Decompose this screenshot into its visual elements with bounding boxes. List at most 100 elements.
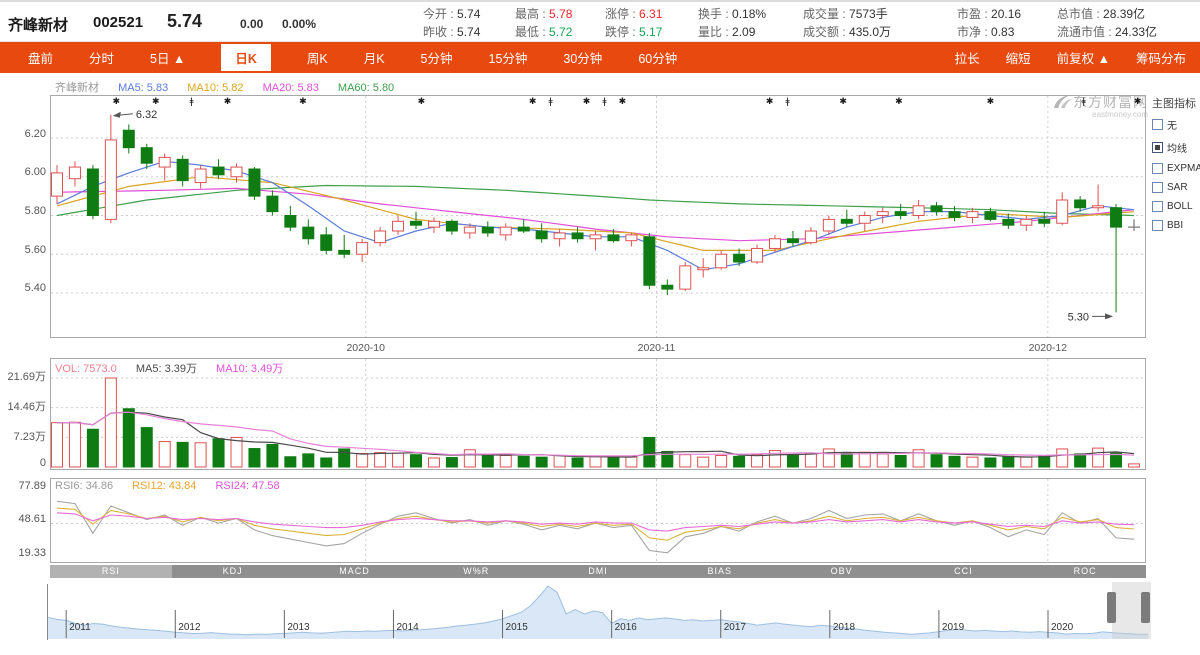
price-axis-tick: 5.60 bbox=[2, 244, 46, 256]
checkbox-icon[interactable] bbox=[1152, 163, 1163, 174]
sidebar-option-boll[interactable]: BOLL bbox=[1152, 201, 1198, 212]
svg-text:2012: 2012 bbox=[178, 622, 201, 633]
indicator-tabbar: RSI KDJ MACD W%R DMI BIAS OBV CCI ROC bbox=[50, 565, 1146, 578]
volume-axis-tick: 14.46万 bbox=[2, 398, 46, 414]
tab-daily-k[interactable]: 日K bbox=[221, 44, 271, 71]
navigator-right-handle[interactable] bbox=[1141, 592, 1150, 623]
stat-label: 市盈 bbox=[957, 7, 991, 21]
svg-text:2020-11: 2020-11 bbox=[638, 342, 676, 354]
stat-label: 总市值 bbox=[1057, 7, 1103, 21]
sidebar-option-label: EXPMA bbox=[1167, 163, 1200, 174]
volume-axis-tick: 0 bbox=[2, 457, 46, 469]
checkbox-icon[interactable] bbox=[1152, 182, 1163, 193]
rsi-legend: RSI6: 34.86 RSI12: 43.84 RSI24: 47.58 bbox=[55, 480, 296, 492]
stretch-button[interactable]: 拉长 bbox=[955, 48, 980, 67]
checkbox-checked-icon[interactable] bbox=[1152, 142, 1163, 153]
stat-value: 6.31 bbox=[639, 7, 662, 21]
sidebar-option-label: 无 bbox=[1167, 117, 1177, 132]
stat-col-limit: 涨停6.31 跌停5.17 bbox=[605, 5, 662, 41]
tab-roc[interactable]: ROC bbox=[1024, 565, 1146, 578]
main-chart-legend: 齐峰新材 MA5: 5.83 MA10: 5.82 MA20: 5.83 MA6… bbox=[55, 79, 410, 95]
stat-label: 换手 bbox=[698, 7, 732, 21]
sidebar-option-expma[interactable]: EXPMA bbox=[1152, 163, 1198, 174]
navigator-left-edge bbox=[47, 584, 48, 640]
tab-rsi[interactable]: RSI bbox=[50, 565, 172, 578]
sidebar-option-label: BBI bbox=[1167, 220, 1183, 231]
checkbox-icon[interactable] bbox=[1152, 220, 1163, 231]
sidebar-option-ma[interactable]: 均线 bbox=[1152, 140, 1198, 155]
tab-monthly-k[interactable]: 月K bbox=[364, 48, 385, 67]
sidebar-option-label: 均线 bbox=[1167, 140, 1187, 155]
chip-distribution-button[interactable]: 筹码分布 bbox=[1136, 48, 1186, 67]
sidebar-option-none[interactable]: 无 bbox=[1152, 117, 1198, 132]
tab-macd[interactable]: MACD bbox=[294, 565, 416, 578]
period-toolbar: 盘前 分时 5日 ▲ 日K 周K 月K 5分钟 15分钟 30分钟 60分钟 拉… bbox=[0, 42, 1200, 73]
stock-name: 齐峰新材 bbox=[8, 14, 68, 35]
adjust-mode-button[interactable]: 前复权 ▲ bbox=[1057, 48, 1110, 67]
stat-col-marketcap: 总市值28.39亿 流通市值24.33亿 bbox=[1057, 5, 1157, 41]
stat-value: 28.39亿 bbox=[1103, 7, 1145, 21]
svg-text:2017: 2017 bbox=[724, 622, 747, 633]
stat-label: 成交额 bbox=[803, 25, 849, 39]
tab-bias[interactable]: BIAS bbox=[659, 565, 781, 578]
navigator-left-handle[interactable] bbox=[1107, 592, 1116, 623]
chart-tools: 拉长 缩短 前复权 ▲ 筹码分布 bbox=[955, 48, 1200, 67]
stock-chart-app: 齐峰新材 002521 5.74 0.00 0.00% 今开5.74 昨收5.7… bbox=[0, 0, 1200, 655]
legend-rsi12: RSI12: 43.84 bbox=[132, 480, 196, 492]
stat-value: 5.72 bbox=[549, 25, 572, 39]
stat-value: 435.0万 bbox=[849, 25, 891, 39]
stat-label: 量比 bbox=[698, 25, 732, 39]
stat-value: 0.18% bbox=[732, 7, 766, 21]
price-axis-tick: 5.40 bbox=[2, 282, 46, 294]
stat-label: 涨停 bbox=[605, 7, 639, 21]
tab-wr[interactable]: W%R bbox=[415, 565, 537, 578]
stat-value: 5.74 bbox=[457, 25, 480, 39]
checkbox-icon[interactable] bbox=[1152, 119, 1163, 130]
tab-60min[interactable]: 60分钟 bbox=[638, 48, 677, 67]
tab-intraday[interactable]: 分时 bbox=[89, 48, 114, 67]
sidebar-option-label: SAR bbox=[1167, 182, 1188, 193]
tab-pre-market[interactable]: 盘前 bbox=[28, 48, 53, 67]
tab-dmi[interactable]: DMI bbox=[537, 565, 659, 578]
stat-label: 今开 bbox=[423, 7, 457, 21]
volume-axis-tick: 7.23万 bbox=[2, 428, 46, 444]
svg-text:2018: 2018 bbox=[833, 622, 856, 633]
svg-text:2019: 2019 bbox=[942, 622, 965, 633]
stat-value: 0.83 bbox=[991, 25, 1014, 39]
stat-label: 昨收 bbox=[423, 25, 457, 39]
stat-label: 市净 bbox=[957, 25, 991, 39]
legend-rsi6: RSI6: 34.86 bbox=[55, 480, 113, 492]
tab-15min[interactable]: 15分钟 bbox=[489, 48, 528, 67]
tab-obv[interactable]: OBV bbox=[781, 565, 903, 578]
stat-value: 7573手 bbox=[849, 7, 888, 21]
legend-ma20: MA20: 5.83 bbox=[263, 82, 319, 94]
stock-change: 0.00 bbox=[240, 17, 263, 31]
stat-col-volume: 成交量7573手 成交额435.0万 bbox=[803, 5, 891, 41]
volume-legend: VOL: 7573.0 MA5: 3.39万 MA10: 3.49万 bbox=[55, 360, 299, 376]
stat-value: 24.33亿 bbox=[1115, 25, 1157, 39]
svg-text:2016: 2016 bbox=[615, 622, 638, 633]
tab-weekly-k[interactable]: 周K bbox=[307, 48, 328, 67]
checkbox-icon[interactable] bbox=[1152, 201, 1163, 212]
main-chart-panel[interactable] bbox=[50, 95, 1146, 338]
tab-cci[interactable]: CCI bbox=[902, 565, 1024, 578]
price-axis-tick: 6.20 bbox=[2, 128, 46, 140]
legend-rsi24: RSI24: 47.58 bbox=[215, 480, 279, 492]
indicator-sidebar: 主图指标 无 均线 EXPMA SAR BOLL BBI bbox=[1152, 95, 1198, 239]
stat-value: 20.16 bbox=[991, 7, 1021, 21]
tab-kdj[interactable]: KDJ bbox=[172, 565, 294, 578]
stat-col-high-low: 最高5.78 最低5.72 bbox=[515, 5, 572, 41]
tab-30min[interactable]: 30分钟 bbox=[563, 48, 602, 67]
tab-5day[interactable]: 5日 ▲ bbox=[150, 48, 185, 67]
sidebar-option-sar[interactable]: SAR bbox=[1152, 182, 1198, 193]
shrink-button[interactable]: 缩短 bbox=[1006, 48, 1031, 67]
rsi-axis-tick: 48.61 bbox=[2, 513, 46, 525]
svg-text:2020: 2020 bbox=[1051, 622, 1074, 633]
sidebar-option-bbi[interactable]: BBI bbox=[1152, 220, 1198, 231]
price-axis-tick: 5.80 bbox=[2, 205, 46, 217]
tab-5min[interactable]: 5分钟 bbox=[421, 48, 453, 67]
sidebar-title: 主图指标 bbox=[1152, 95, 1198, 111]
stat-label: 跌停 bbox=[605, 25, 639, 39]
svg-text:2014: 2014 bbox=[396, 622, 419, 633]
svg-text:2020-12: 2020-12 bbox=[1029, 342, 1068, 354]
